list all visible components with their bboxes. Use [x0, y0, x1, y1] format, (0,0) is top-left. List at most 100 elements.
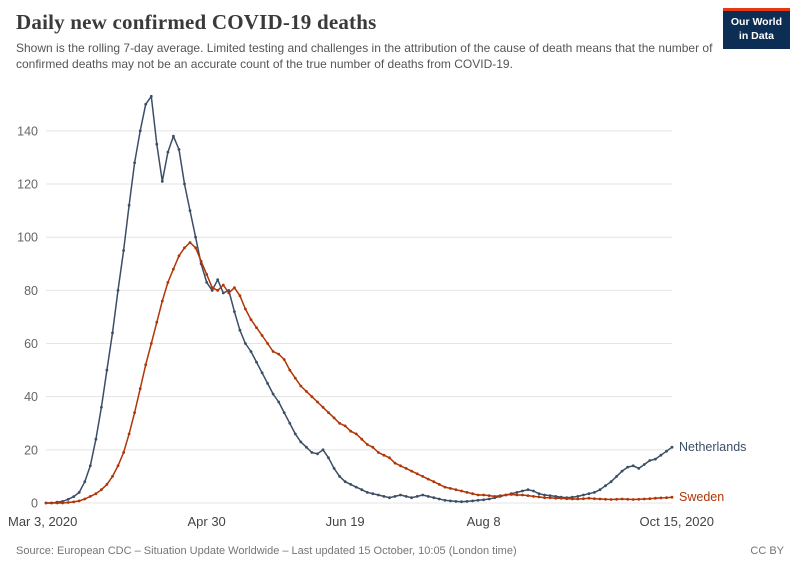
data-point — [449, 499, 452, 502]
data-point — [244, 307, 247, 311]
data-point — [160, 299, 164, 303]
data-point — [598, 487, 602, 491]
data-point — [377, 450, 380, 454]
data-point — [199, 259, 203, 263]
data-point — [388, 456, 391, 459]
y-axis-tick-label: 120 — [17, 177, 38, 191]
data-point — [299, 440, 303, 443]
data-point — [543, 493, 546, 497]
data-point — [94, 491, 98, 495]
x-axis-tick-label: Mar 3, 2020 — [8, 514, 77, 529]
data-point — [443, 485, 447, 489]
data-point — [155, 320, 159, 324]
data-point — [238, 328, 242, 332]
data-point — [421, 474, 425, 478]
data-point — [659, 453, 663, 457]
data-point — [665, 449, 668, 453]
chart-subtitle: Shown is the rolling 7-day average. Limi… — [16, 41, 713, 71]
data-point — [260, 333, 264, 337]
data-point — [183, 246, 186, 249]
data-point — [55, 501, 59, 505]
data-point — [354, 485, 358, 489]
data-point — [160, 179, 164, 183]
data-point — [255, 325, 258, 329]
data-point — [493, 494, 497, 498]
data-point — [371, 445, 375, 449]
x-axis-tick-label: Jun 19 — [326, 514, 365, 529]
data-point — [321, 405, 325, 409]
data-point — [188, 208, 192, 212]
data-point — [210, 285, 214, 289]
data-point — [100, 405, 103, 409]
data-point — [122, 450, 125, 454]
data-point — [72, 500, 76, 503]
data-point — [305, 389, 308, 393]
data-point — [515, 493, 519, 497]
y-axis-tick-label: 80 — [24, 284, 38, 298]
data-point — [454, 499, 458, 503]
data-point — [221, 291, 225, 295]
data-point — [177, 147, 181, 151]
data-point — [415, 472, 419, 475]
data-point — [116, 464, 120, 467]
data-point — [587, 491, 591, 495]
data-point — [260, 371, 264, 374]
data-point — [360, 437, 364, 441]
series-sweden[interactable]: Sweden — [44, 240, 725, 505]
data-point — [460, 499, 463, 503]
data-point — [537, 495, 541, 498]
data-point — [665, 495, 668, 499]
data-point — [299, 384, 303, 388]
data-point — [277, 352, 281, 356]
data-point — [266, 341, 269, 345]
series-end-label[interactable]: Netherlands — [679, 440, 746, 454]
license-badge[interactable]: CC BY — [750, 545, 784, 557]
data-point — [88, 464, 92, 467]
data-point — [515, 490, 519, 494]
data-point — [443, 498, 447, 502]
data-point — [310, 450, 314, 454]
data-point — [172, 134, 175, 138]
series-line — [45, 95, 673, 504]
data-point — [659, 496, 663, 499]
y-axis-tick-label: 0 — [31, 496, 38, 510]
data-point — [487, 493, 491, 497]
line-chart-canvas[interactable]: 0 20 40 60 80 100 120 140 Mar 3, 2020 Apr 30 Jun 1… — [0, 79, 800, 534]
data-point — [194, 235, 198, 239]
data-point — [582, 493, 585, 497]
data-point — [216, 277, 220, 281]
data-point — [188, 240, 192, 244]
data-point — [576, 494, 580, 498]
data-point — [77, 490, 81, 494]
data-point — [293, 376, 297, 380]
data-point — [349, 482, 353, 486]
data-point — [166, 280, 170, 284]
data-point — [365, 490, 369, 494]
series-end-label[interactable]: Sweden — [679, 490, 724, 504]
data-point — [238, 293, 242, 297]
data-point — [609, 479, 613, 483]
chart-area[interactable]: 0 20 40 60 80 100 120 140 Mar 3, 2020 Apr 30 Jun 1… — [0, 79, 800, 539]
data-point — [288, 421, 292, 425]
data-point — [249, 349, 253, 353]
data-point — [149, 94, 153, 98]
data-point — [83, 497, 87, 501]
series-netherlands[interactable]: Netherlands — [44, 94, 747, 505]
y-axis-tick-label: 20 — [24, 443, 38, 457]
owid-logo[interactable]: Our World in Data — [722, 8, 790, 50]
data-point — [609, 497, 613, 501]
data-point — [426, 477, 430, 481]
data-point — [116, 288, 120, 292]
data-point — [482, 498, 485, 501]
data-point — [321, 448, 325, 451]
data-point — [454, 487, 458, 491]
data-point — [66, 500, 70, 504]
data-point — [437, 482, 441, 486]
data-point — [205, 280, 209, 284]
data-point — [482, 493, 485, 497]
source-note: Source: European CDC – Situation Update … — [16, 545, 517, 557]
data-point — [133, 410, 137, 414]
data-point — [615, 497, 618, 501]
data-point — [388, 495, 391, 499]
data-point — [548, 495, 552, 499]
